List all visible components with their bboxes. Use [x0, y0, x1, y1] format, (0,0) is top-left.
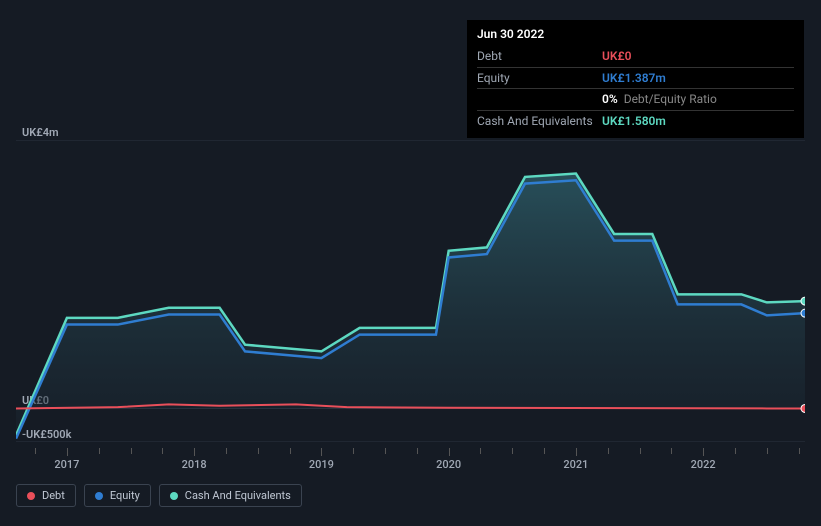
tooltip-row-value: UK£0	[602, 48, 631, 65]
chart-legend: Debt Equity Cash And Equivalents	[16, 484, 302, 507]
x-tick	[321, 448, 322, 456]
x-tick-minor	[512, 448, 513, 454]
x-tick	[194, 448, 195, 456]
chart-plot-area	[16, 140, 805, 442]
x-tick-minor	[544, 448, 545, 454]
tooltip-date: Jun 30 2022	[477, 26, 794, 43]
chart-tooltip: Jun 30 2022 DebtUK£0EquityUK£1.387m0% De…	[467, 20, 804, 138]
x-axis-label: 2018	[182, 458, 207, 471]
legend-label: Debt	[42, 489, 65, 502]
x-tick-minor	[131, 448, 132, 454]
tooltip-row-label: Debt	[477, 48, 602, 65]
tooltip-row: 0% Debt/Equity Ratio	[477, 88, 794, 110]
tooltip-row-label: Equity	[477, 70, 602, 87]
tooltip-row-value: 0% Debt/Equity Ratio	[602, 91, 717, 108]
x-tick-minor	[99, 448, 100, 454]
x-tick-minor	[608, 448, 609, 454]
x-axis-label: 2021	[563, 458, 588, 471]
x-tick-minor	[35, 448, 36, 454]
x-tick	[449, 448, 450, 456]
tooltip-row-suffix: Debt/Equity Ratio	[621, 92, 717, 106]
x-tick-minor	[226, 448, 227, 454]
y-axis-label: UK£4m	[22, 126, 59, 139]
x-tick-minor	[767, 448, 768, 454]
tooltip-row: Cash And EquivalentsUK£1.580m	[477, 110, 794, 132]
x-axis-label: 2022	[691, 458, 716, 471]
x-tick-minor	[417, 448, 418, 454]
x-axis: 2017 2018 2019 2020 2021 2022	[16, 448, 805, 488]
legend-dot-icon	[170, 492, 178, 500]
series-end-dot	[801, 297, 805, 305]
x-tick-minor	[640, 448, 641, 454]
legend-dot-icon	[95, 492, 103, 500]
x-tick	[67, 448, 68, 456]
series-end-dot	[801, 404, 805, 412]
chart-svg	[16, 140, 805, 442]
x-tick-minor	[290, 448, 291, 454]
series-end-dot	[801, 309, 805, 317]
legend-item[interactable]: Cash And Equivalents	[159, 484, 302, 507]
x-tick-minor	[480, 448, 481, 454]
tooltip-row-value: UK£1.580m	[602, 113, 666, 130]
x-tick-minor	[735, 448, 736, 454]
x-tick-minor	[258, 448, 259, 454]
x-tick-minor	[385, 448, 386, 454]
x-tick-minor	[799, 448, 800, 454]
legend-label: Cash And Equivalents	[185, 489, 291, 502]
legend-label: Equity	[110, 489, 140, 502]
x-tick-minor	[671, 448, 672, 454]
legend-item[interactable]: Debt	[16, 484, 76, 507]
x-tick-minor	[162, 448, 163, 454]
tooltip-row: DebtUK£0	[477, 46, 794, 67]
x-axis-label: 2020	[436, 458, 461, 471]
tooltip-row: EquityUK£1.387m	[477, 67, 794, 89]
x-axis-label: 2019	[309, 458, 334, 471]
x-tick	[576, 448, 577, 456]
legend-dot-icon	[27, 492, 35, 500]
tooltip-row-value: UK£1.387m	[602, 70, 666, 87]
x-axis-label: 2017	[54, 458, 79, 471]
legend-item[interactable]: Equity	[84, 484, 151, 507]
x-tick	[703, 448, 704, 456]
x-tick-minor	[353, 448, 354, 454]
tooltip-row-label: Cash And Equivalents	[477, 113, 602, 130]
tooltip-row-label	[477, 91, 602, 108]
